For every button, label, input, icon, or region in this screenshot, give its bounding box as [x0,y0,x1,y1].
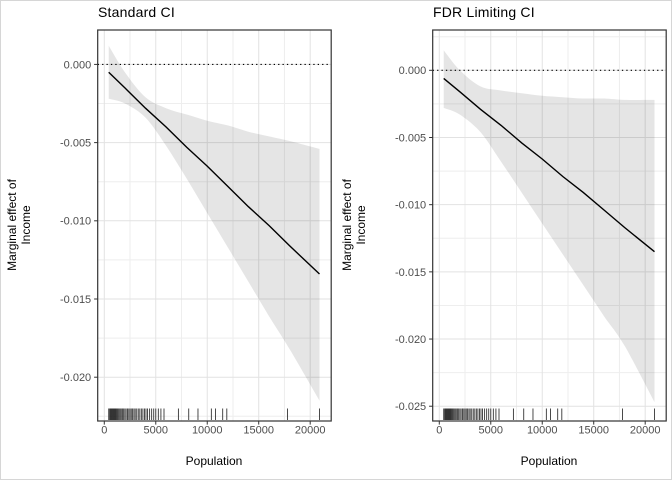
plot-panel-fdr: 0 5000 10000 15000 20000 0.000 -0.005 -0.010 -0.… [340,29,667,468]
rug-marks [443,408,655,420]
x-tick-label: 10000 [192,425,223,437]
confidence-band [443,50,655,403]
x-tick-label: 5000 [144,425,168,437]
panel-border [97,29,332,422]
y-axis-title-line2: Income [19,205,33,245]
axis-ticks: 0 5000 10000 15000 20000 0.000 -0.005 -0.010 -0.… [60,59,325,436]
x-axis-title: Population [521,454,578,468]
plot-title-fdr: FDR Limiting CI [433,4,535,20]
y-axis-title-line1: Marginal effect of [5,178,19,270]
y-tick-label: -0.005 [60,138,91,150]
y-tick-label: 0.000 [64,59,92,71]
chart-layers: 0 5000 10000 15000 20000 0.000 -0.005 -0.010 -0.… [60,29,332,437]
x-tick-label: 15000 [578,425,609,437]
y-axis-title-line1: Marginal effect of [340,178,354,270]
plot-title-standard: Standard CI [98,4,175,20]
x-tick-label: 20000 [630,425,661,437]
y-tick-label: -0.025 [395,401,426,413]
y-axis-title-line2: Income [354,205,368,245]
x-tick-label: 15000 [243,425,274,437]
x-tick-label: 0 [436,425,442,437]
x-tick-label: 5000 [479,425,503,437]
confidence-band [108,45,320,401]
y-tick-label: -0.010 [60,216,91,228]
chart-layers: 0 5000 10000 15000 20000 0.000 -0.005 -0.010 -0.… [395,29,667,437]
marginal-effect-line [108,71,320,275]
x-tick-label: 20000 [295,425,326,437]
plot-fdr-ci: FDR Limiting CI 0 5000 10000 15000 20000 0.00… [336,1,671,479]
x-axis-title: Population [186,454,243,468]
x-tick-label: 10000 [527,425,558,437]
y-tick-label: -0.020 [60,372,91,384]
plot-standard-ci: Standard CI 0 5000 10000 15000 20000 0.000 -0.… [1,1,336,479]
grid-minor [432,30,667,421]
plot-panel-standard: 0 5000 10000 15000 20000 0.000 -0.005 -0.010 -0.… [5,29,332,468]
x-tick-label: 0 [101,425,107,437]
y-tick-label: 0.000 [399,65,427,77]
panel-border [432,29,667,422]
y-tick-label: -0.015 [60,294,91,306]
axis-ticks: 0 5000 10000 15000 20000 0.000 -0.005 -0.010 -0.… [395,65,660,436]
y-tick-label: -0.010 [395,200,426,212]
rug-marks [108,408,320,420]
marginal-effect-line [443,77,655,253]
y-tick-label: -0.005 [395,132,426,144]
y-tick-label: -0.015 [395,267,426,279]
grid-major [432,30,667,421]
y-tick-label: -0.020 [395,334,426,346]
